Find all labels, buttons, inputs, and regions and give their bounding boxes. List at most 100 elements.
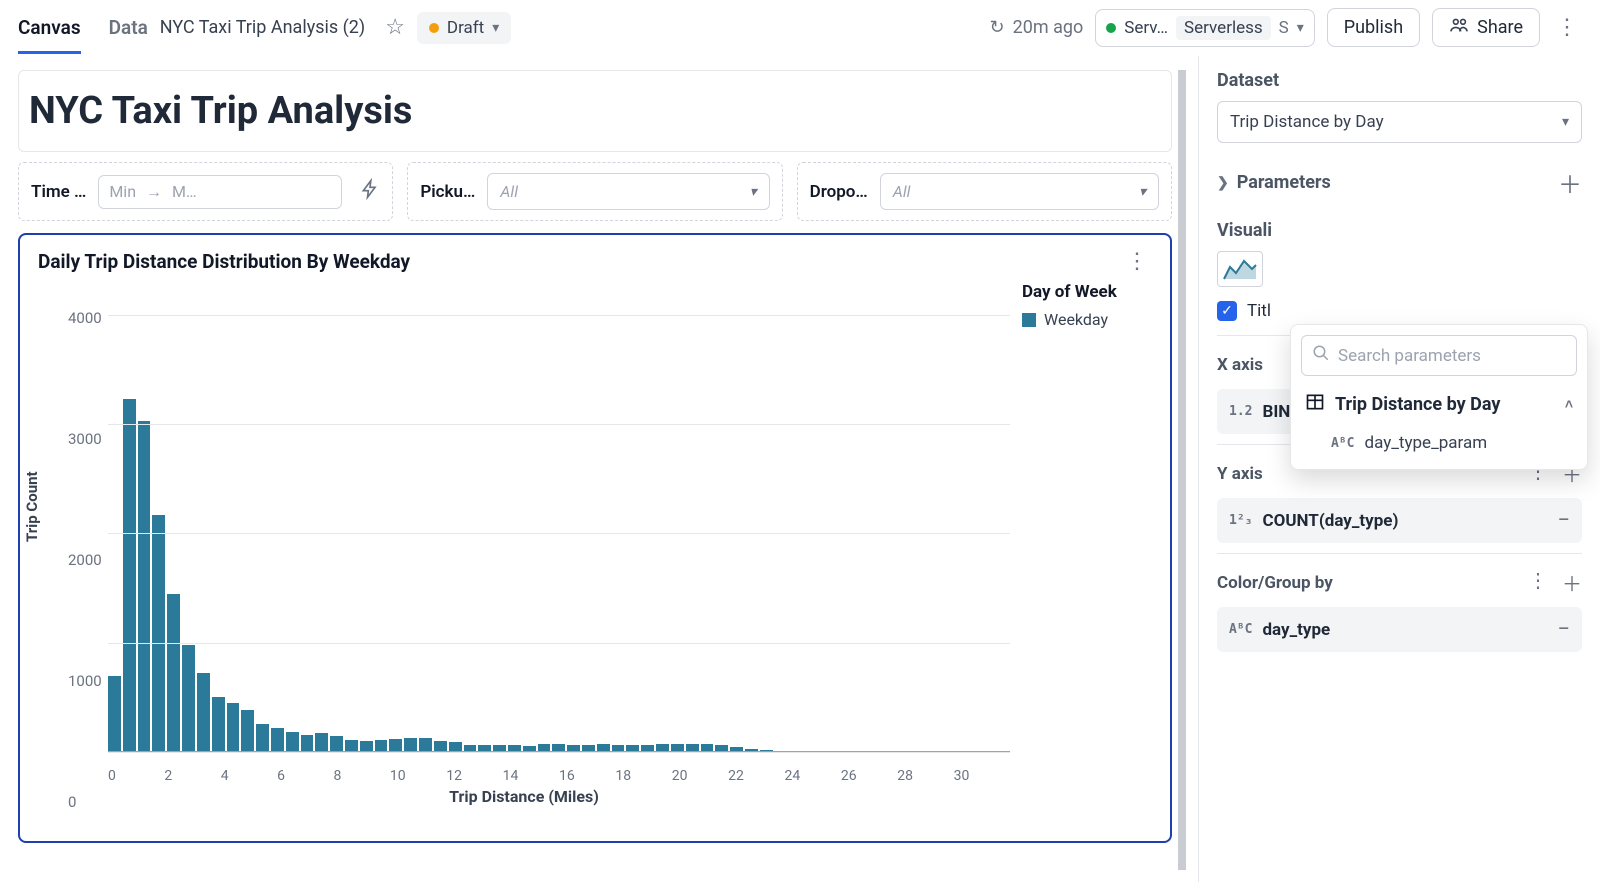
filter-dropoff-select[interactable]: All ▾ (880, 173, 1159, 210)
dataset-select[interactable]: Trip Distance by Day ▾ (1217, 101, 1582, 143)
add-parameter-button[interactable]: ＋ (1558, 165, 1582, 200)
x-tick-label: 18 (615, 768, 671, 784)
y-tick-label: 0 (68, 793, 76, 811)
canvas-area: NYC Taxi Trip Analysis Time … Min → M… P… (0, 56, 1198, 882)
popover-param-item[interactable]: AᴮC day_type_param (1301, 423, 1577, 459)
dataset-selected-label: Trip Distance by Day (1230, 112, 1384, 132)
chart-menu-icon[interactable]: ⋮ (1122, 249, 1152, 274)
refresh-time-label: 20m ago (1013, 17, 1084, 38)
parameters-section-header[interactable]: ❯ Parameters ＋ (1217, 165, 1582, 200)
chevron-up-icon: ˄ (1565, 396, 1573, 413)
legend-title: Day of Week (1022, 282, 1152, 302)
refresh-status[interactable]: ↻ 20m ago (990, 17, 1084, 38)
legend-item-label: Weekday (1044, 310, 1108, 329)
popover-group-header[interactable]: Trip Distance by Day ˄ (1301, 386, 1577, 423)
x-tick-label: 8 (334, 768, 390, 784)
document-title[interactable]: NYC Taxi Trip Analysis (2) (160, 17, 365, 38)
x-tick-label: 20 (672, 768, 728, 784)
x-tick-label: 4 (221, 768, 277, 784)
color-group-field-pill[interactable]: AᴮC day_type − (1217, 607, 1582, 652)
checkbox-checked-icon[interactable]: ✓ (1217, 301, 1237, 321)
histogram-bar (330, 736, 343, 752)
histogram-bar (256, 724, 269, 752)
parameters-popover: Search parameters Trip Distance by Day ˄… (1290, 324, 1588, 470)
color-group-add-button[interactable]: ＋ (1562, 568, 1582, 597)
visualization-type-selector[interactable] (1217, 251, 1582, 287)
color-group-type-badge: AᴮC (1229, 622, 1252, 637)
filter-time-label: Time … (31, 182, 86, 202)
chevron-down-icon: ▾ (1562, 114, 1569, 130)
viz-thumb-icon (1217, 251, 1263, 287)
range-max-placeholder: M… (172, 182, 197, 201)
x-axis-type-badge: 1.2 (1229, 404, 1252, 419)
title-checkbox-row[interactable]: ✓ Titl (1217, 301, 1582, 321)
x-tick-label: 24 (785, 768, 841, 784)
y-axis-field-pill[interactable]: 1²₃ COUNT(day_type) − (1217, 498, 1582, 543)
compute-status-label: Serv… (1124, 18, 1168, 38)
histogram-bar (286, 732, 299, 752)
x-axis-label: X axis (1217, 355, 1263, 375)
y-axis-remove-button[interactable]: − (1557, 508, 1570, 533)
tab-canvas[interactable]: Canvas (18, 2, 81, 54)
parameters-label: Parameters (1237, 172, 1331, 193)
share-label: Share (1477, 17, 1523, 38)
bolt-icon[interactable] (354, 178, 380, 205)
chart-legend: Day of Week Weekday (1022, 282, 1152, 802)
view-tabs: Canvas Data (18, 2, 148, 54)
popover-param-label: day_type_param (1364, 433, 1487, 453)
x-tick-label: 12 (446, 768, 502, 784)
search-icon (1312, 344, 1330, 367)
histogram-bar (197, 673, 210, 752)
color-group-label: Color/Group by (1217, 573, 1333, 593)
y-axis-type-badge: 1²₃ (1229, 513, 1252, 528)
compute-size-label: S (1279, 18, 1289, 38)
x-tick-label: 26 (841, 768, 897, 784)
parameter-search-input[interactable]: Search parameters (1301, 335, 1577, 376)
histogram-bar (315, 733, 328, 752)
color-group-menu-icon[interactable]: ⋮ (1528, 568, 1548, 597)
filter-pickup: Picku… All ▾ (407, 162, 782, 221)
x-axis-title: Trip Distance (Miles) (449, 787, 599, 806)
star-icon[interactable]: ☆ (385, 15, 405, 40)
x-tick-label: 10 (390, 768, 446, 784)
parameter-search-placeholder: Search parameters (1338, 346, 1481, 366)
status-dot-icon (1106, 23, 1116, 33)
title-checkbox-label: Titl (1247, 301, 1271, 321)
share-button[interactable]: Share (1432, 8, 1540, 47)
x-axis-ticks: 024681012141618202224262830 (108, 768, 1010, 784)
histogram-bar (108, 676, 121, 753)
x-tick-label: 14 (503, 768, 559, 784)
tab-data[interactable]: Data (109, 2, 148, 54)
filter-time-range[interactable]: Min → M… (98, 175, 342, 209)
y-tick-label: 4000 (68, 309, 102, 327)
filter-pickup-label: Picku… (420, 182, 475, 202)
param-type-badge: AᴮC (1331, 436, 1354, 451)
histogram-bar (212, 697, 225, 752)
legend-swatch-icon (1022, 313, 1036, 327)
compute-selector[interactable]: Serv… Serverless S ▾ (1095, 9, 1315, 47)
y-axis-title: Trip Count (23, 471, 41, 542)
histogram-bar (227, 703, 240, 752)
y-tick-label: 2000 (68, 551, 102, 569)
color-group-field-name: day_type (1262, 620, 1557, 640)
histogram-bar (241, 710, 254, 752)
chart-title: Daily Trip Distance Distribution By Week… (38, 250, 410, 273)
y-tick-label: 3000 (68, 430, 102, 448)
chevron-down-icon: ▾ (750, 184, 757, 200)
y-tick-label: 1000 (68, 672, 102, 690)
x-tick-label: 28 (897, 768, 953, 784)
filter-dropoff: Dropo… All ▾ (797, 162, 1172, 221)
chevron-down-icon: ▾ (1297, 20, 1304, 36)
chart-card[interactable]: Daily Trip Distance Distribution By Week… (18, 233, 1172, 843)
y-axis-label: Y axis (1217, 464, 1263, 484)
draft-label: Draft (447, 18, 484, 38)
status-chip-draft[interactable]: Draft ▾ (417, 12, 511, 44)
filter-time: Time … Min → M… (18, 162, 393, 221)
filter-pickup-select[interactable]: All ▾ (487, 173, 769, 210)
more-menu-icon[interactable]: ⋮ (1552, 15, 1582, 40)
color-group-remove-button[interactable]: − (1557, 617, 1570, 642)
publish-button[interactable]: Publish (1327, 8, 1420, 47)
histogram-bar (167, 594, 180, 752)
page-title[interactable]: NYC Taxi Trip Analysis (18, 70, 1172, 152)
filter-pickup-placeholder: All (500, 182, 518, 201)
